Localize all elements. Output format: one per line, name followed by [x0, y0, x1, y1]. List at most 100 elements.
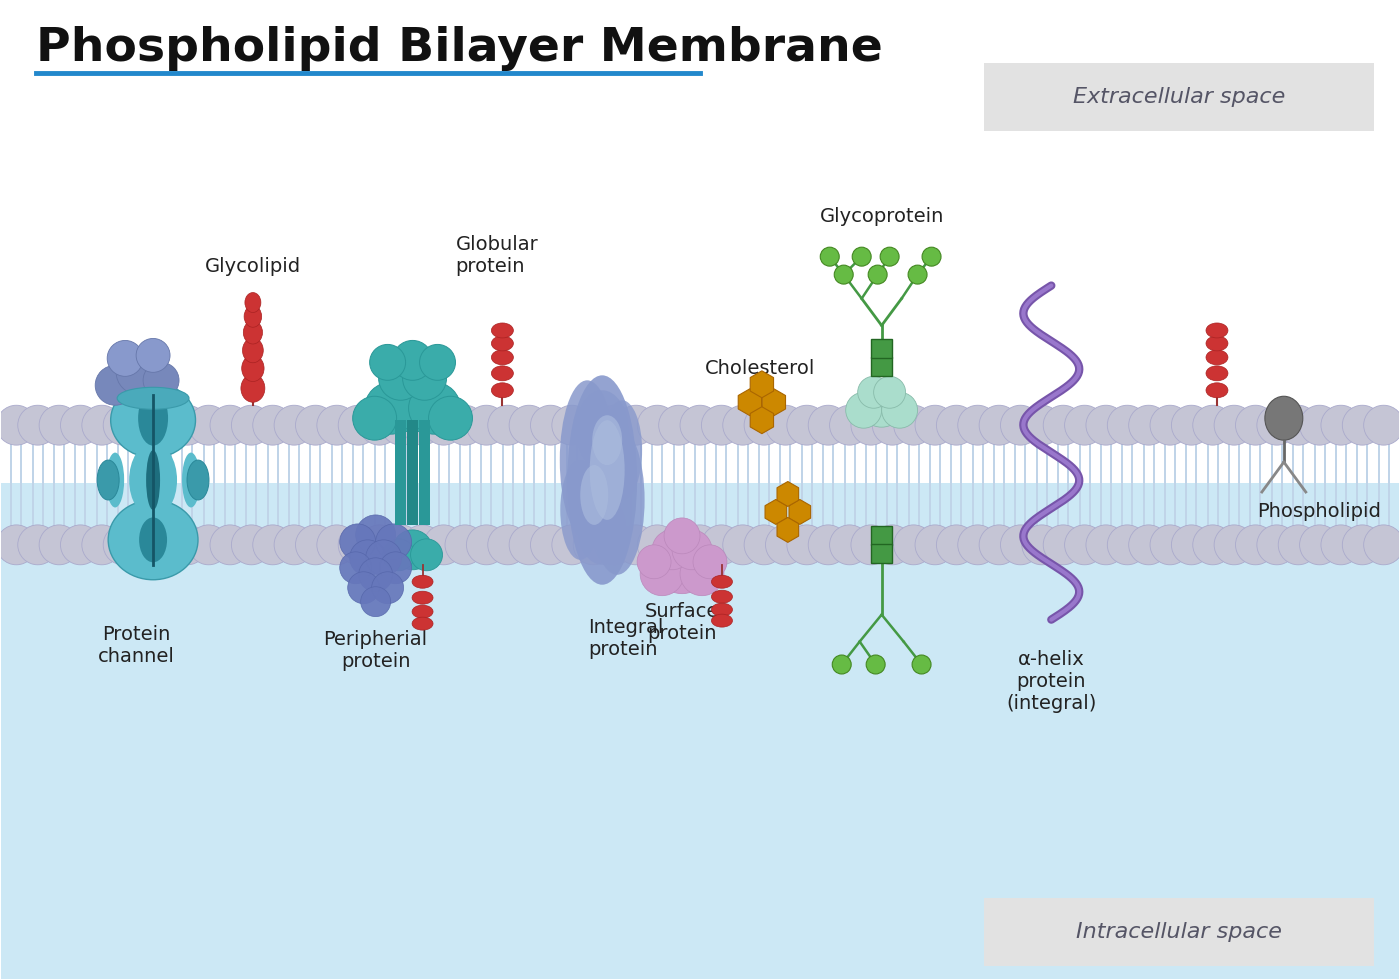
Ellipse shape [711, 614, 732, 627]
Circle shape [652, 530, 692, 569]
Circle shape [1043, 406, 1084, 445]
Circle shape [1022, 525, 1061, 564]
Text: Intracellular space: Intracellular space [1077, 922, 1282, 942]
Circle shape [787, 525, 827, 564]
Circle shape [820, 247, 839, 267]
Text: Surface
protein: Surface protein [645, 602, 720, 643]
Circle shape [339, 525, 378, 564]
Circle shape [1214, 406, 1254, 445]
Circle shape [552, 525, 592, 564]
Circle shape [693, 545, 727, 579]
Ellipse shape [1205, 366, 1228, 381]
Circle shape [487, 525, 528, 564]
Circle shape [424, 406, 463, 445]
Circle shape [1322, 525, 1361, 564]
Circle shape [1322, 406, 1361, 445]
Ellipse shape [118, 387, 189, 410]
Circle shape [356, 514, 396, 555]
Circle shape [60, 406, 101, 445]
Circle shape [382, 372, 442, 432]
Ellipse shape [111, 383, 196, 458]
Circle shape [116, 351, 160, 394]
Circle shape [104, 525, 143, 564]
Circle shape [108, 340, 143, 376]
Ellipse shape [589, 425, 644, 574]
Circle shape [316, 406, 357, 445]
Circle shape [1001, 525, 1040, 564]
Circle shape [637, 525, 678, 564]
Ellipse shape [1205, 336, 1228, 351]
Ellipse shape [491, 323, 514, 338]
Circle shape [881, 247, 899, 267]
Circle shape [766, 406, 805, 445]
Ellipse shape [244, 320, 262, 344]
Circle shape [125, 406, 165, 445]
Circle shape [347, 571, 379, 604]
FancyBboxPatch shape [871, 358, 892, 376]
Ellipse shape [139, 391, 168, 446]
Circle shape [379, 552, 412, 584]
Circle shape [375, 524, 412, 560]
Ellipse shape [711, 575, 732, 588]
FancyBboxPatch shape [984, 898, 1373, 965]
Ellipse shape [560, 460, 601, 560]
Circle shape [382, 539, 414, 570]
Circle shape [616, 406, 655, 445]
Circle shape [365, 540, 402, 576]
Circle shape [853, 247, 871, 267]
Circle shape [1278, 406, 1319, 445]
Circle shape [657, 542, 708, 594]
Circle shape [81, 406, 122, 445]
Circle shape [1193, 406, 1232, 445]
Text: Cholesterol: Cholesterol [706, 359, 815, 378]
Circle shape [81, 525, 122, 564]
Circle shape [680, 406, 720, 445]
Ellipse shape [188, 460, 209, 500]
Circle shape [595, 406, 634, 445]
Circle shape [937, 406, 976, 445]
Circle shape [916, 406, 955, 445]
Ellipse shape [592, 416, 622, 466]
Ellipse shape [1205, 383, 1228, 398]
Circle shape [339, 406, 378, 445]
Ellipse shape [580, 466, 608, 525]
Text: Phospholipid Bilayer Membrane: Phospholipid Bilayer Membrane [36, 26, 883, 72]
Circle shape [937, 525, 976, 564]
Circle shape [136, 338, 169, 372]
Circle shape [595, 525, 634, 564]
Circle shape [834, 266, 853, 284]
Circle shape [1128, 525, 1169, 564]
Circle shape [295, 525, 336, 564]
Circle shape [253, 406, 293, 445]
FancyBboxPatch shape [984, 64, 1373, 131]
Circle shape [846, 392, 882, 428]
Ellipse shape [711, 603, 732, 616]
Circle shape [231, 525, 272, 564]
Circle shape [874, 376, 906, 409]
Circle shape [466, 525, 507, 564]
Circle shape [402, 406, 442, 445]
Circle shape [143, 363, 179, 398]
Circle shape [104, 406, 143, 445]
Circle shape [680, 552, 724, 596]
Circle shape [860, 383, 903, 427]
Circle shape [858, 376, 889, 409]
Circle shape [958, 525, 998, 564]
Circle shape [745, 406, 784, 445]
Ellipse shape [567, 375, 637, 585]
Circle shape [381, 406, 421, 445]
Circle shape [882, 392, 917, 428]
Circle shape [274, 525, 314, 564]
Circle shape [701, 406, 742, 445]
Circle shape [658, 525, 699, 564]
Circle shape [487, 406, 528, 445]
Ellipse shape [491, 366, 514, 381]
Circle shape [360, 406, 399, 445]
Circle shape [637, 545, 671, 579]
Circle shape [637, 406, 678, 445]
Circle shape [146, 525, 186, 564]
Circle shape [916, 525, 955, 564]
Ellipse shape [491, 383, 514, 398]
Circle shape [1086, 525, 1126, 564]
Circle shape [1343, 525, 1382, 564]
